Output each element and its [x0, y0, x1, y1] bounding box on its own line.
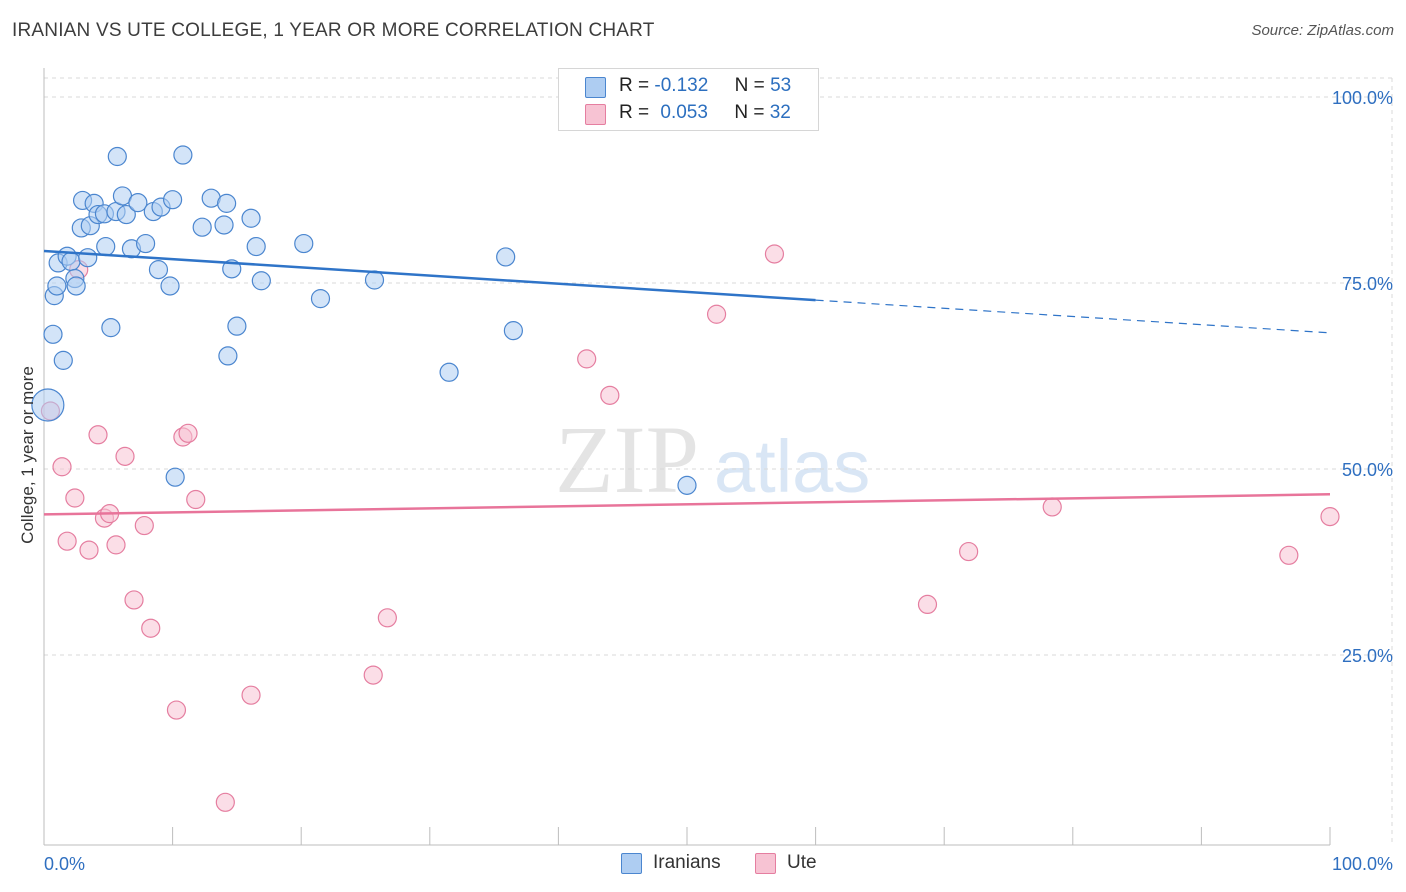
source-credit: Source: ZipAtlas.com	[1251, 22, 1394, 39]
y-tick-label-75: 75.0%	[1342, 274, 1393, 294]
iranian-point-27	[148, 260, 169, 280]
y-tick-label-25: 25.0%	[1342, 646, 1393, 666]
iranians-trendline-extension	[815, 299, 1331, 334]
ute-point-24	[706, 304, 727, 324]
ute-legend-label: Ute	[787, 852, 817, 873]
ute-point-20	[363, 665, 383, 685]
ute-point-5	[79, 540, 99, 560]
iranian-point-47	[496, 247, 516, 267]
iranian-point-29	[160, 276, 180, 296]
iranian-point-45	[364, 270, 385, 290]
iranian-point-17	[96, 236, 116, 257]
ute-swatch	[585, 104, 606, 125]
iranians-swatch	[585, 77, 606, 98]
n-label: N =	[734, 102, 765, 123]
iranian-point-7	[61, 251, 81, 272]
iranian-point-37	[218, 346, 238, 366]
iranian-point-18	[101, 318, 121, 338]
iranians-legend-label: Iranians	[653, 852, 721, 873]
iranian-point-32	[173, 145, 193, 165]
iranian-point-12	[78, 248, 98, 268]
ute-point-18	[215, 792, 235, 812]
ute-point-12	[134, 515, 154, 536]
iranian-point-49	[677, 475, 697, 495]
ute-point-10	[115, 446, 135, 466]
ute-point-23	[600, 385, 620, 405]
watermark: ZIP atlas	[555, 406, 870, 513]
iranians-trendline	[43, 249, 816, 302]
ute-point-29	[1279, 545, 1299, 565]
ute-point-3	[65, 488, 85, 508]
watermark-atlas: atlas	[714, 425, 870, 508]
iranian-point-40	[241, 208, 261, 228]
legend-row-ute-text: R = 0.053 N = 32	[619, 102, 791, 124]
ute-point-17	[186, 489, 206, 510]
r-label: R =	[619, 102, 650, 123]
ute-point-22	[577, 349, 597, 369]
x-tick-label-0: 0.0%	[44, 854, 85, 874]
y-tick-label-100: 100.0%	[1332, 88, 1393, 108]
ute-legend-swatch	[755, 853, 776, 874]
iranian-point-48	[503, 321, 523, 341]
iranian-point-33	[192, 217, 212, 237]
ute-point-13	[141, 618, 161, 638]
r-label: R =	[619, 75, 650, 96]
ute-point-27	[959, 541, 979, 562]
ute-point-14	[166, 700, 187, 720]
watermark-zip: ZIP	[555, 406, 699, 513]
n-value-ute: 32	[769, 102, 791, 123]
legend-row-iranians-text: R = -0.132 N = 53	[619, 75, 791, 97]
ute-point-30	[1320, 507, 1340, 527]
iranian-point-22	[116, 204, 136, 225]
ute-point-28	[1042, 497, 1062, 517]
r-value-iranians: -0.132	[654, 75, 709, 96]
iranian-point-35	[214, 215, 234, 235]
iranian-point-3	[47, 276, 67, 296]
n-value-iranians: 53	[770, 75, 792, 96]
iranian-point-44	[310, 289, 331, 309]
ute-point-1	[52, 457, 72, 477]
r-value-ute: 0.053	[660, 102, 708, 123]
ute-point-9	[106, 535, 126, 555]
iranian-point-9	[66, 276, 86, 296]
x-tick-label-100: 100.0%	[1332, 854, 1393, 874]
iranian-point-31	[165, 467, 185, 487]
n-label: N =	[734, 75, 765, 96]
correlation-legend: R = -0.132 N = 53 R = 0.053 N = 32	[558, 68, 819, 131]
y-axis-label: College, 1 year or more	[18, 366, 37, 544]
iranian-point-5	[53, 350, 73, 370]
iranian-point-25	[135, 233, 156, 254]
ute-point-25	[764, 244, 785, 264]
ute-point-6	[88, 425, 108, 445]
axes	[43, 68, 1331, 846]
iranian-point-41	[246, 236, 266, 257]
ute-point-11	[124, 590, 144, 610]
iranian-point-36	[217, 193, 237, 213]
ute-point-2	[57, 531, 77, 551]
ute-trendline	[43, 493, 1331, 516]
ute-point-19	[241, 685, 261, 705]
iranian-point-39	[227, 316, 247, 336]
ute-point-26	[917, 594, 938, 615]
iranian-point-1	[43, 324, 63, 344]
iranian-point-20	[107, 146, 127, 167]
chart-title: IRANIAN VS UTE COLLEGE, 1 YEAR OR MORE C…	[12, 20, 655, 41]
iranian-point-0	[31, 388, 65, 422]
iranian-point-24	[128, 193, 148, 213]
y-tick-label-50: 50.0%	[1342, 460, 1393, 480]
trendlines	[43, 249, 1331, 516]
iranian-point-46	[439, 362, 459, 382]
iranian-point-43	[294, 233, 314, 254]
iranians-legend-swatch	[621, 853, 642, 874]
ute-point-16	[178, 423, 198, 443]
tick-labels: 25.0% 50.0% 75.0% 100.0% 0.0% 100.0%	[44, 88, 1393, 874]
ute-point-21	[377, 608, 397, 628]
iranian-point-30	[163, 190, 183, 210]
iranian-point-42	[251, 271, 271, 291]
